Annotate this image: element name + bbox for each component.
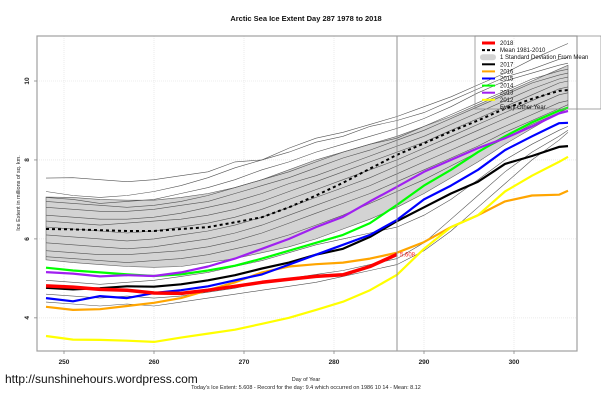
y-axis: 4 6 8 10 [24, 77, 37, 320]
current-day-marker-layer: 5.608 [396, 36, 416, 351]
legend-item: Mean 1981-2010 [482, 48, 546, 54]
series-line-2015 [45, 121, 569, 303]
mean-line [45, 89, 569, 232]
every-other-year-line [45, 80, 569, 226]
every-other-year-line [45, 62, 569, 204]
legend-item: 2012 [482, 98, 514, 104]
series-line-2016 [45, 189, 569, 311]
series-line-2018 [45, 252, 398, 296]
every-other-year-line [45, 126, 569, 285]
legend-label: 1 Standard Deviation From Mean [500, 55, 588, 61]
every-other-year-line [45, 104, 569, 255]
plot-frame [36, 35, 578, 352]
legend-label: Every Other Year [500, 105, 546, 111]
legend-label: Mean 1981-2010 [500, 48, 546, 54]
legend-swatch [480, 54, 496, 61]
every-other-year-line [45, 72, 569, 212]
legend-box [474, 35, 601, 110]
x-tick-label: 260 [149, 359, 160, 366]
x-axis-label: Day of Year [292, 377, 321, 383]
legend-item: 2017 [482, 62, 514, 68]
series-line-2013 [45, 109, 569, 278]
x-tick-label: 300 [509, 359, 520, 366]
x-tick-label: 280 [329, 359, 340, 366]
every-other-year-line [45, 92, 569, 242]
legend-label: 2017 [500, 62, 514, 68]
y-axis-label: Ice Extent in millions of sq. km. [16, 155, 22, 231]
legend-label: 2018 [500, 41, 514, 47]
x-tick-label: 250 [59, 359, 70, 366]
legend-item: Every Other Year [500, 105, 546, 111]
x-axis: 250 260 270 280 290 300 [59, 351, 520, 366]
mean-layer [45, 89, 569, 232]
source-url[interactable]: http://sunshinehours.wordpress.com [5, 372, 198, 386]
legend-label: 2016 [500, 69, 514, 75]
every-other-year-line [45, 76, 569, 220]
current-value-label: 5.608 [400, 252, 416, 258]
every-other-year-line [45, 100, 569, 250]
legend-label: 2013 [500, 91, 514, 97]
legend-label: 2012 [500, 98, 514, 104]
every-other-year-line [45, 68, 569, 208]
every-other-year-line [45, 57, 569, 198]
legend-item: 2016 [482, 69, 514, 75]
legend-label: 2015 [500, 77, 514, 83]
x-tick-label: 270 [239, 359, 250, 366]
legend-item: 2014 [482, 84, 514, 90]
legend-item: 1 Standard Deviation From Mean [480, 54, 588, 61]
every-other-year-line [45, 43, 569, 183]
chart-title: Arctic Sea Ice Extent Day 287 1978 to 20… [230, 14, 381, 23]
x-tick-label: 290 [419, 359, 430, 366]
footer-summary: Today's Ice Extent: 5.608 - Record for t… [191, 385, 421, 391]
legend-item: 2013 [482, 91, 514, 97]
y-tick-label: 8 [24, 158, 31, 162]
y-tick-label: 4 [24, 316, 31, 320]
legend-item: 2015 [482, 77, 514, 83]
y-tick-label: 6 [24, 237, 31, 241]
y-tick-label: 10 [24, 77, 31, 85]
highlight-series-layer [45, 106, 569, 343]
every-other-year-line [45, 86, 569, 234]
legend-item: 2018 [482, 41, 514, 47]
series-line-2012 [45, 155, 569, 343]
legend-label: 2014 [500, 84, 514, 90]
